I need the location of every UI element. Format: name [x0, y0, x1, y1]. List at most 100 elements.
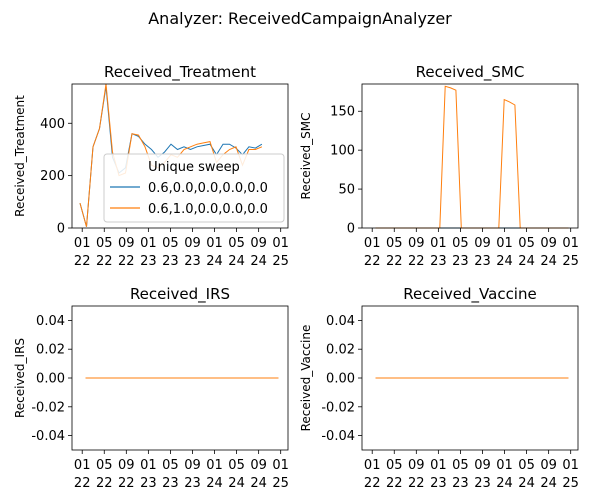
x-tick-label-year: 23	[430, 254, 447, 269]
x-tick-label-year: 23	[474, 254, 491, 269]
x-tick-label-year: 22	[386, 254, 403, 269]
x-tick-label-year: 23	[184, 476, 201, 491]
x-tick-label-month: 09	[540, 236, 557, 251]
x-tick-label-month: 01	[140, 236, 157, 251]
x-tick-label-month: 05	[518, 458, 535, 473]
x-tick-label-month: 09	[184, 458, 201, 473]
x-tick-label-year: 22	[96, 254, 113, 269]
x-tick-label-year: 24	[206, 254, 223, 269]
x-tick-label-month: 05	[452, 236, 469, 251]
axes-frame	[361, 83, 579, 229]
x-tick-label-month: 05	[162, 236, 179, 251]
y-tick-label: 0.02	[326, 343, 355, 358]
x-tick-label-year: 22	[74, 254, 91, 269]
legend-box	[103, 153, 285, 223]
x-tick-label-month: 09	[540, 458, 557, 473]
x-tick-label-month: 05	[228, 458, 245, 473]
y-tick-label: -0.02	[321, 400, 355, 415]
x-tick-label-year: 22	[96, 476, 113, 491]
x-tick-label-month: 05	[386, 236, 403, 251]
y-tick-label: 0.00	[36, 372, 65, 387]
x-tick-label-year: 22	[408, 254, 425, 269]
x-tick-label-month: 05	[518, 236, 535, 251]
y-tick-label: 0.04	[36, 314, 65, 329]
subplot-received-treatment: Received_Treatment Received_Treatment 0 200…	[13, 63, 289, 269]
x-tick-label-year: 25	[272, 254, 289, 269]
x-tick-label-year: 22	[386, 476, 403, 491]
x-tick-label-year: 24	[496, 254, 513, 269]
figure-suptitle: Analyzer: ReceivedCampaignAnalyzer	[148, 9, 452, 28]
x-tick-label-month: 09	[118, 458, 135, 473]
y-axis-label: Received_Treatment	[13, 95, 27, 217]
subplot-received-irs: Received_IRS Received_IRS -0.04 -0.02 0.00 0.…	[13, 285, 289, 491]
y-tick-label: 0	[347, 222, 355, 237]
x-tick-label-month: 01	[206, 458, 223, 473]
x-tick-label-year: 22	[364, 476, 381, 491]
y-tick-label: -0.04	[321, 429, 355, 444]
x-tick-label-month: 01	[430, 458, 447, 473]
series-line-1	[375, 85, 569, 229]
x-tick-label-year: 22	[118, 476, 135, 491]
x-tick-label-month: 01	[496, 458, 513, 473]
x-tick-label-month: 01	[562, 458, 579, 473]
legend-entry-label: 0.6,0.0,0.0,0.0,0.0	[148, 181, 268, 196]
x-tick-label-month: 09	[250, 236, 267, 251]
x-tick-label-year: 23	[452, 476, 469, 491]
y-tick-label: 0.02	[36, 343, 65, 358]
x-tick-label-month: 01	[496, 236, 513, 251]
y-tick-label: 0	[57, 222, 65, 237]
legend-entry-label: 0.6,1.0,0.0,0.0,0.0	[148, 202, 268, 217]
x-tick-label-year: 25	[272, 476, 289, 491]
y-tick-label: 400	[40, 117, 65, 132]
x-tick-label-year: 25	[562, 476, 579, 491]
y-tick-label: -0.04	[31, 429, 65, 444]
x-tick-label-month: 01	[562, 236, 579, 251]
x-tick-label-month: 09	[250, 458, 267, 473]
y-tick-label: 0.04	[326, 314, 355, 329]
x-tick-label-year: 24	[496, 476, 513, 491]
legend: Unique sweep 0.6,0.0,0.0,0.0,0.0 0.6,1.0,0…	[103, 153, 285, 223]
x-tick-label-year: 24	[228, 476, 245, 491]
x-tick-label-month: 09	[118, 236, 135, 251]
x-tick-label-year: 24	[250, 254, 267, 269]
x-tick-label-year: 23	[140, 476, 157, 491]
x-tick-label-month: 01	[140, 458, 157, 473]
x-tick-label-year: 24	[518, 254, 535, 269]
x-tick-label-year: 23	[430, 476, 447, 491]
y-axis-label: Received_Vaccine	[299, 325, 313, 432]
x-tick-label-year: 24	[518, 476, 535, 491]
x-tick-label-year: 24	[228, 254, 245, 269]
x-tick-label-month: 09	[184, 236, 201, 251]
y-tick-label: 150	[330, 105, 355, 120]
x-tick-label-month: 09	[474, 458, 491, 473]
x-tick-label-month: 05	[386, 458, 403, 473]
x-tick-label-month: 01	[272, 236, 289, 251]
x-tick-label-year: 25	[562, 254, 579, 269]
x-tick-label-month: 01	[74, 236, 91, 251]
subplot-title: Received_Vaccine	[403, 285, 536, 304]
subplot-received-vaccine: Received_Vaccine Received_Vaccine -0.04 -0.…	[299, 285, 579, 491]
subplot-title: Received_Treatment	[104, 63, 256, 82]
x-tick-label-year: 23	[162, 254, 179, 269]
x-tick-label-month: 09	[408, 458, 425, 473]
x-tick-label-year: 24	[540, 254, 557, 269]
subplot-received-smc: Received_SMCReceived_SMC0501001500122052…	[299, 63, 579, 269]
subplot-title: Received_IRS	[130, 285, 230, 304]
y-tick-label: 50	[338, 183, 355, 198]
x-tick-label-month: 05	[96, 236, 113, 251]
x-tick-label-year: 23	[452, 254, 469, 269]
x-tick-label-year: 22	[364, 254, 381, 269]
y-tick-label: 0.00	[326, 372, 355, 387]
x-tick-label-year: 24	[540, 476, 557, 491]
y-axis-label: Received_SMC	[299, 113, 313, 200]
y-tick-label: 100	[330, 144, 355, 159]
x-tick-label-month: 01	[364, 458, 381, 473]
y-tick-label: -0.02	[31, 400, 65, 415]
y-axis-label: Received_IRS	[13, 338, 27, 418]
x-tick-label-month: 01	[430, 236, 447, 251]
legend-title: Unique sweep	[148, 160, 240, 175]
x-tick-label-month: 09	[408, 236, 425, 251]
x-tick-label-year: 24	[250, 476, 267, 491]
x-tick-label-month: 05	[452, 458, 469, 473]
